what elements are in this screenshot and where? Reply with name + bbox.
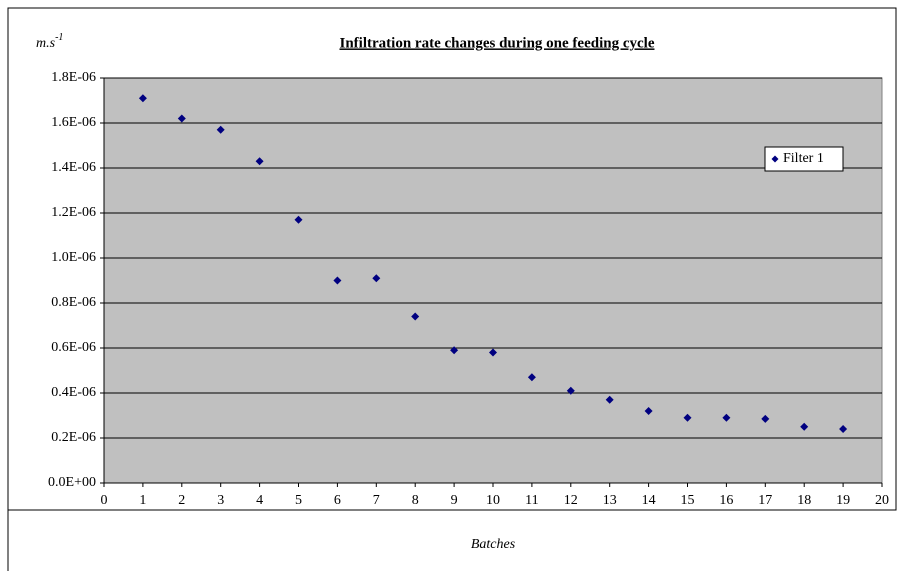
y-tick-label: 0.8E-06	[51, 295, 96, 310]
x-tick-label: 20	[875, 493, 889, 508]
legend-marker	[771, 155, 779, 163]
x-tick-label: 2	[178, 493, 185, 508]
x-tick-label: 13	[603, 493, 617, 508]
x-tick-label: 12	[564, 493, 578, 508]
y-tick-label: 0.0E+00	[48, 475, 96, 490]
y-tick-label: 1.0E-06	[51, 250, 96, 265]
x-tick-label: 15	[681, 493, 695, 508]
point	[761, 414, 770, 423]
x-tick-label: 3	[217, 493, 224, 508]
point	[489, 348, 497, 357]
x-tick-label: 10	[486, 493, 500, 508]
point	[333, 276, 342, 285]
x-tick-label: 7	[373, 493, 380, 508]
y-tick-label: 1.6E-06	[51, 115, 96, 130]
plot-background	[103, 77, 883, 484]
point	[800, 422, 809, 431]
x-tick-label: 19	[836, 493, 850, 508]
legend-label: Filter 1	[783, 151, 824, 166]
x-tick-label: 14	[642, 493, 656, 508]
x-tick-label: 0	[101, 493, 108, 508]
y-tick-label: 1.8E-06	[51, 70, 96, 85]
point	[644, 407, 653, 415]
point	[411, 312, 420, 321]
x-tick-label: 4	[256, 493, 263, 508]
point	[839, 425, 848, 433]
y-tick-label: 0.2E-06	[51, 430, 96, 445]
y-tick-label: 0.4E-06	[51, 385, 96, 400]
point	[683, 413, 692, 422]
point	[255, 157, 264, 166]
point	[527, 373, 536, 382]
x-tick-label: 5	[295, 493, 302, 508]
x-tick-label: 8	[412, 493, 419, 508]
y-axis-label-base: m.s	[36, 36, 56, 51]
x-tick-label: 9	[451, 493, 458, 508]
x-tick-label: 18	[797, 493, 811, 508]
y-tick-label: 0.6E-06	[51, 340, 96, 355]
y-tick-label: 1.4E-06	[51, 160, 96, 175]
x-axis-label: Batches	[471, 537, 516, 552]
point	[294, 215, 303, 224]
point	[566, 386, 575, 395]
chart-frame	[7, 7, 897, 511]
chart-title: Infiltration rate changes during one fee…	[340, 35, 655, 51]
x-tick-label: 17	[758, 493, 772, 508]
point	[372, 274, 381, 283]
point	[138, 94, 147, 103]
point	[722, 413, 731, 422]
point	[216, 125, 225, 134]
y-tick-label: 1.2E-06	[51, 205, 96, 220]
x-tick-label: 16	[719, 493, 733, 508]
x-tick-label: 11	[525, 493, 538, 508]
x-tick-label: 1	[139, 493, 146, 508]
y-axis-label: m.s-1	[36, 32, 63, 51]
y-axis-label-sup: -1	[55, 32, 63, 43]
x-tick-label: 6	[334, 493, 341, 508]
point	[177, 114, 186, 123]
point	[450, 346, 459, 355]
point	[605, 395, 614, 404]
